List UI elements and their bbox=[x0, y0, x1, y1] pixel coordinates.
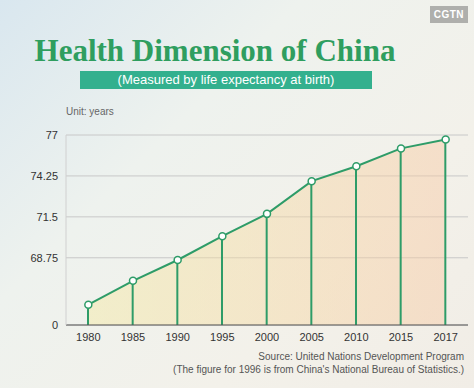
svg-text:1980: 1980 bbox=[76, 331, 100, 343]
html-text:Source: United Nations Develop: Source: United Nations Development Progr… bbox=[258, 351, 464, 362]
html-text:Health Dimension of China: Health Dimension of China bbox=[34, 33, 396, 68]
html-text:(Measured by life expectancy a: (Measured by life expectancy at birth) bbox=[117, 72, 335, 87]
svg-text:68.75: 68.75 bbox=[30, 252, 58, 264]
html-text:CGTN: CGTN bbox=[433, 9, 464, 20]
html-text:Unit: years: Unit: years bbox=[66, 106, 114, 117]
svg-text:74.25: 74.25 bbox=[30, 170, 58, 182]
svg-text:71.5: 71.5 bbox=[37, 211, 58, 223]
svg-text:2017: 2017 bbox=[433, 331, 457, 343]
html-text:(The figure for 1996 is from C: (The figure for 1996 is from China's Nat… bbox=[173, 364, 464, 375]
svg-text:1995: 1995 bbox=[210, 331, 234, 343]
svg-text:0: 0 bbox=[52, 319, 58, 331]
svg-text:1985: 1985 bbox=[121, 331, 145, 343]
svg-text:2000: 2000 bbox=[255, 331, 279, 343]
svg-text:1990: 1990 bbox=[165, 331, 189, 343]
svg-text:2015: 2015 bbox=[389, 331, 413, 343]
svg-text:2010: 2010 bbox=[344, 331, 368, 343]
svg-text:2005: 2005 bbox=[299, 331, 323, 343]
svg-text:77: 77 bbox=[46, 129, 58, 141]
